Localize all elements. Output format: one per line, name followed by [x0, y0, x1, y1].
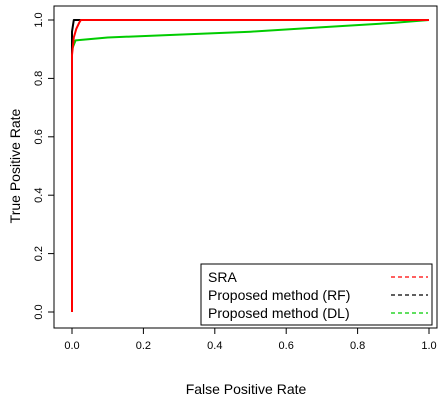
y-tick-label: 0.6	[33, 129, 45, 144]
y-axis-label: True Positive Rate	[7, 108, 23, 223]
x-tick-label: 1.0	[421, 340, 436, 352]
x-tick-label: 0.0	[64, 340, 79, 352]
y-tick-label: 0.8	[33, 71, 45, 86]
x-axis-label: False Positive Rate	[186, 381, 307, 397]
y-tick-label: 0.4	[33, 188, 45, 203]
x-tick-label: 0.6	[279, 340, 294, 352]
series-layer	[71, 19, 430, 312]
y-tick-label: 0.0	[33, 304, 45, 319]
legend: SRA Proposed method (RF) Proposed method (…	[200, 263, 433, 326]
y-axis: 0.0 0.2 0.4 0.6 0.8 1.0	[33, 12, 55, 320]
legend-label: Proposed method (DL)	[208, 305, 350, 321]
y-tick-label: 0.2	[33, 246, 45, 261]
x-axis: 0.0 0.2 0.4 0.6 0.8 1.0	[64, 327, 437, 352]
series-line-0	[71, 19, 429, 312]
legend-label: Proposed method (RF)	[208, 287, 350, 303]
legend-label: SRA	[208, 269, 237, 285]
x-tick-label: 0.2	[136, 340, 151, 352]
x-tick-label: 0.4	[207, 340, 222, 352]
x-tick-label: 0.8	[350, 340, 365, 352]
y-tick-label: 1.0	[33, 12, 45, 27]
